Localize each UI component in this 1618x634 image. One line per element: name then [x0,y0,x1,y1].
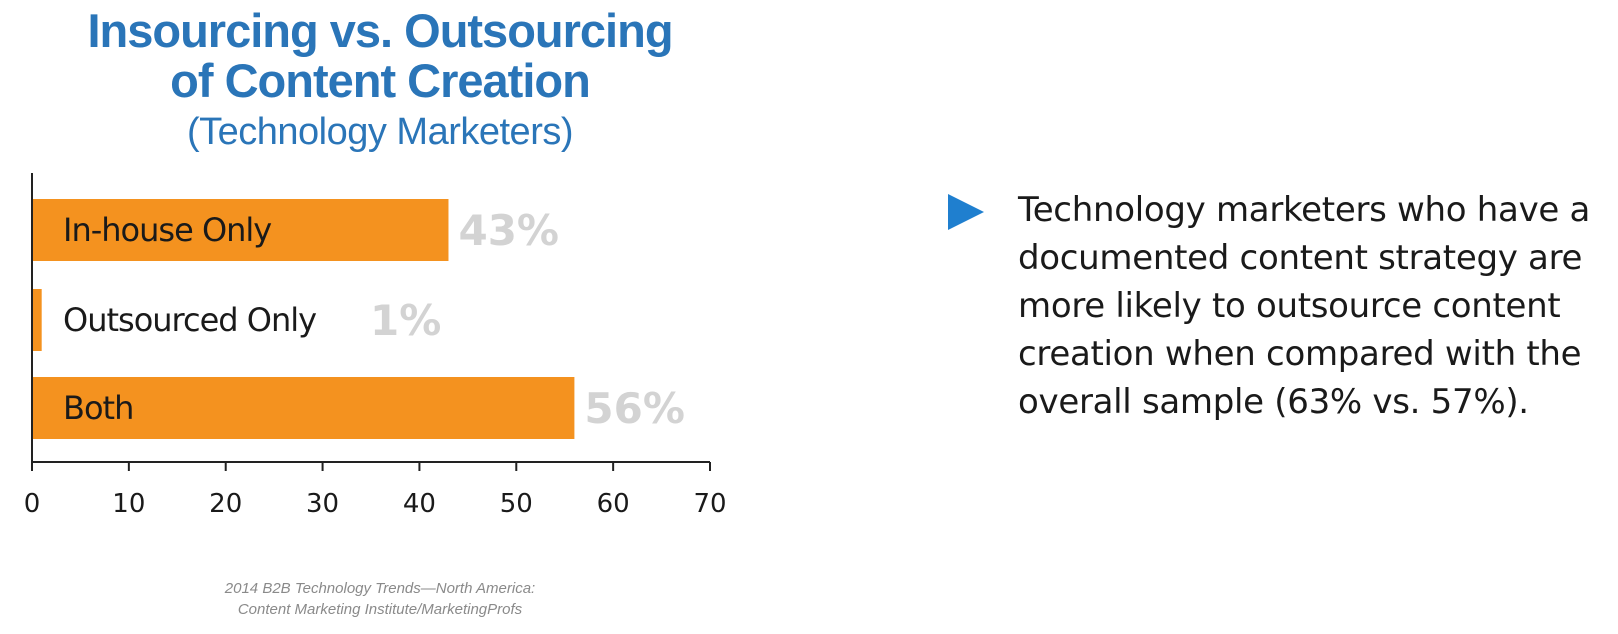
bar-value-label: 56% [584,384,685,433]
bar-category-label: In-house Only [63,211,271,249]
bar [32,199,449,261]
x-tick-label: 0 [24,489,41,519]
bullet-text: Technology marketers who have a document… [1018,190,1591,422]
source-line-1: 2014 B2B Technology Trends—North America… [224,580,536,597]
play-triangle-icon [948,194,984,230]
bar-category-label: Outsourced Only [63,301,316,339]
bar [32,289,42,351]
x-tick-label: 30 [306,489,339,519]
bar [32,377,575,439]
bar-chart: In-house Only 43% Outsourced Only 1% Both 56%… [24,173,727,519]
x-tick-label: 40 [403,489,436,519]
x-tick-label: 50 [500,489,533,519]
bar-value-label: 43% [458,206,559,255]
chart-title-line-1: Insourcing vs. Outsourcing [87,4,673,57]
x-tick-label: 10 [112,489,145,519]
x-tick-label: 70 [693,489,726,519]
source-line-2: Content Marketing Institute/MarketingPro… [237,601,523,618]
bar-category-label: Both [63,389,133,427]
chart-title-line-2: of Content Creation [170,54,591,107]
source-note: 2014 B2B Technology Trends—North America… [160,578,600,620]
bar-value-label: 1% [370,296,441,345]
x-tick-label: 60 [597,489,630,519]
chart-subtitle: (Technology Marketers) [186,111,574,153]
chart-title-block: Insourcing vs. Outsourcing of Content Cr… [40,6,720,158]
x-tick-label: 20 [209,489,242,519]
